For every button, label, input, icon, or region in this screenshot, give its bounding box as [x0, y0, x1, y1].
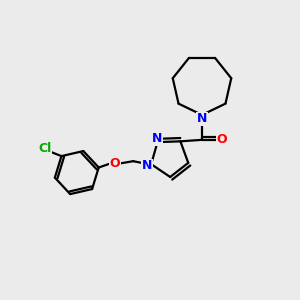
Text: N: N	[142, 159, 152, 172]
Text: O: O	[110, 157, 121, 170]
Text: N: N	[152, 132, 163, 145]
Text: Cl: Cl	[38, 142, 52, 155]
Text: N: N	[197, 112, 207, 125]
Text: O: O	[217, 133, 227, 146]
